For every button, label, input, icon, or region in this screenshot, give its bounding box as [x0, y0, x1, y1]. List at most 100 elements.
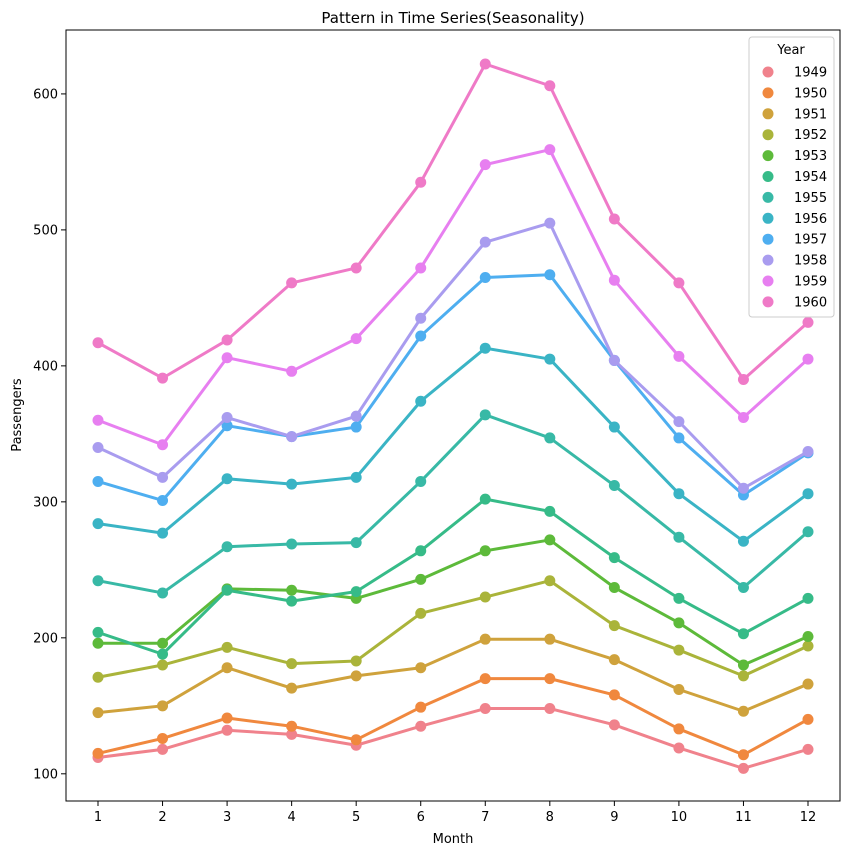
legend-item-1952: 1952	[762, 128, 827, 143]
data-point	[544, 505, 556, 517]
legend-marker	[762, 108, 774, 120]
x-axis-ticks: 1 2 3 4 5 6 7 8 9 10 11 12	[94, 801, 816, 825]
x-tick-label: 12	[800, 810, 817, 825]
y-tick-label: 200	[33, 631, 58, 646]
data-point	[802, 640, 814, 652]
x-tick-label: 5	[352, 810, 360, 825]
data-point	[415, 701, 427, 713]
legend-label: 1951	[794, 107, 827, 122]
data-point	[92, 575, 104, 587]
data-point	[802, 526, 814, 538]
data-point	[221, 352, 233, 364]
data-point	[350, 471, 362, 483]
data-point	[157, 659, 169, 671]
data-point	[350, 586, 362, 598]
data-point	[673, 531, 685, 543]
data-point	[479, 409, 491, 421]
data-point	[92, 337, 104, 349]
data-point	[415, 545, 427, 557]
data-point	[415, 662, 427, 674]
data-point	[221, 412, 233, 424]
series-layer	[92, 58, 814, 774]
x-tick-label: 7	[481, 810, 489, 825]
legend-item-1957: 1957	[762, 233, 827, 248]
plot-area	[65, 29, 841, 802]
data-point	[737, 628, 749, 640]
data-point	[802, 488, 814, 500]
legend-title: Year	[776, 43, 805, 58]
legend-marker	[762, 171, 774, 182]
series-line-1953	[98, 538, 809, 667]
data-point	[737, 705, 749, 717]
data-point	[608, 654, 620, 666]
legend-marker	[762, 233, 774, 245]
legend-item-1950: 1950	[762, 86, 827, 101]
data-point	[221, 712, 233, 724]
data-point	[415, 176, 427, 188]
data-point	[221, 541, 233, 553]
data-point	[737, 582, 749, 594]
data-point	[286, 431, 298, 443]
data-point	[673, 277, 685, 289]
data-point	[544, 575, 556, 587]
data-point	[802, 446, 814, 458]
series-1949	[92, 703, 814, 774]
chart-title: Pattern in Time Series(Seasonality)	[321, 9, 584, 27]
data-point	[286, 595, 298, 607]
data-point	[544, 633, 556, 645]
legend-box	[748, 36, 835, 318]
legend-label: 1955	[794, 191, 827, 206]
data-point	[286, 277, 298, 289]
data-point	[92, 518, 104, 530]
legend-label: 1956	[794, 212, 827, 227]
data-point	[415, 573, 427, 585]
data-point	[157, 494, 169, 506]
legend-item-1951: 1951	[762, 107, 827, 122]
legend-label: 1954	[794, 170, 827, 185]
legend-label: 1957	[794, 233, 827, 248]
y-tick-label: 600	[33, 87, 58, 102]
legend-item-1954: 1954	[762, 170, 827, 185]
data-point	[673, 683, 685, 695]
data-point	[286, 584, 298, 596]
data-point	[802, 678, 814, 690]
data-point	[608, 620, 620, 632]
data-point	[415, 395, 427, 407]
legend-item-1958: 1958	[762, 254, 827, 269]
data-point	[802, 713, 814, 725]
legend-marker	[762, 296, 774, 308]
data-point	[415, 312, 427, 324]
data-point	[221, 724, 233, 736]
data-point	[608, 480, 620, 492]
y-axis-label: Passengers	[10, 378, 25, 452]
data-point	[92, 747, 104, 759]
legend-marker	[762, 275, 774, 287]
x-tick-label: 10	[671, 810, 688, 825]
data-point	[673, 742, 685, 754]
x-tick-label: 8	[546, 810, 554, 825]
data-point	[157, 527, 169, 539]
data-point	[479, 673, 491, 685]
x-tick-label: 6	[417, 810, 425, 825]
data-point	[221, 420, 233, 432]
x-tick-label: 9	[610, 810, 618, 825]
data-point	[221, 641, 233, 653]
data-point	[673, 432, 685, 444]
data-point	[92, 626, 104, 638]
series-line-1958	[97, 221, 809, 490]
series-1955	[92, 409, 814, 599]
legend-item-1949: 1949	[762, 66, 827, 81]
data-point	[350, 333, 362, 345]
series-line-1960	[97, 62, 809, 381]
data-point	[544, 217, 556, 229]
y-tick-label: 500	[33, 223, 58, 238]
data-point	[479, 493, 491, 505]
series-1953	[92, 534, 814, 671]
data-point	[544, 673, 556, 685]
series-1954	[92, 493, 814, 660]
legend-items: 1949 1950 1951 1952 1953 1954 1955 1956 1957 1958…	[762, 66, 827, 310]
data-point	[737, 659, 749, 671]
legend-label: 1960	[794, 295, 827, 310]
legend-item-1953: 1953	[762, 149, 827, 164]
y-tick-label: 400	[33, 359, 58, 374]
